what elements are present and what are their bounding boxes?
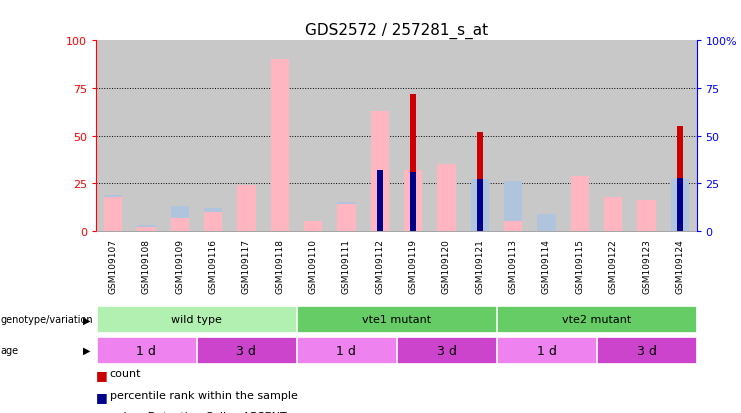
Text: wild type: wild type (171, 315, 222, 325)
Bar (497, 337, 596, 363)
Bar (337, 203, 356, 231)
Bar (137, 225, 156, 231)
Bar (437, 165, 456, 231)
Text: percentile rank within the sample: percentile rank within the sample (110, 390, 298, 400)
Bar (204, 209, 222, 231)
Bar (104, 195, 122, 231)
Bar (170, 206, 189, 231)
Bar (504, 222, 522, 231)
Text: 3 d: 3 d (637, 344, 657, 357)
Bar (677, 178, 683, 231)
Bar (410, 95, 416, 231)
Bar (297, 337, 396, 363)
Text: ■: ■ (96, 368, 108, 381)
Bar (270, 163, 289, 231)
Bar (637, 201, 656, 231)
Text: 1 d: 1 d (536, 344, 556, 357)
Bar (197, 337, 296, 363)
Bar (304, 222, 322, 231)
Bar (637, 201, 656, 231)
Bar (376, 171, 383, 231)
Bar (476, 133, 483, 231)
Bar (170, 218, 189, 231)
Text: vte2 mutant: vte2 mutant (562, 315, 631, 325)
Bar (476, 180, 483, 231)
Bar (537, 214, 556, 231)
Bar (104, 197, 122, 231)
Text: ■: ■ (96, 411, 108, 413)
Bar (97, 337, 196, 363)
Text: count: count (110, 368, 142, 378)
Text: value, Detection Call = ABSENT: value, Detection Call = ABSENT (110, 411, 287, 413)
Text: 1 d: 1 d (136, 344, 156, 357)
Bar (504, 182, 522, 231)
Title: GDS2572 / 257281_s_at: GDS2572 / 257281_s_at (305, 22, 488, 38)
Bar (597, 337, 696, 363)
Text: 3 d: 3 d (436, 344, 456, 357)
Bar (677, 127, 683, 231)
Bar (437, 190, 456, 231)
Bar (497, 307, 696, 332)
Bar (370, 112, 389, 231)
Bar (97, 307, 296, 332)
Text: ▶: ▶ (83, 345, 90, 355)
Bar (471, 180, 489, 231)
Bar (404, 171, 422, 231)
Text: ▶: ▶ (83, 315, 90, 325)
Bar (237, 186, 256, 231)
Bar (671, 180, 689, 231)
Bar (137, 228, 156, 231)
Text: genotype/variation: genotype/variation (1, 315, 93, 325)
Text: 1 d: 1 d (336, 344, 356, 357)
Bar (337, 205, 356, 231)
Bar (204, 212, 222, 231)
Text: vte1 mutant: vte1 mutant (362, 315, 431, 325)
Bar (270, 60, 289, 231)
Bar (604, 197, 622, 231)
Text: 3 d: 3 d (236, 344, 256, 357)
Text: age: age (1, 345, 19, 355)
Bar (410, 172, 416, 231)
Bar (571, 176, 589, 231)
Bar (237, 195, 256, 231)
Bar (397, 337, 496, 363)
Text: ■: ■ (96, 390, 108, 403)
Bar (297, 307, 496, 332)
